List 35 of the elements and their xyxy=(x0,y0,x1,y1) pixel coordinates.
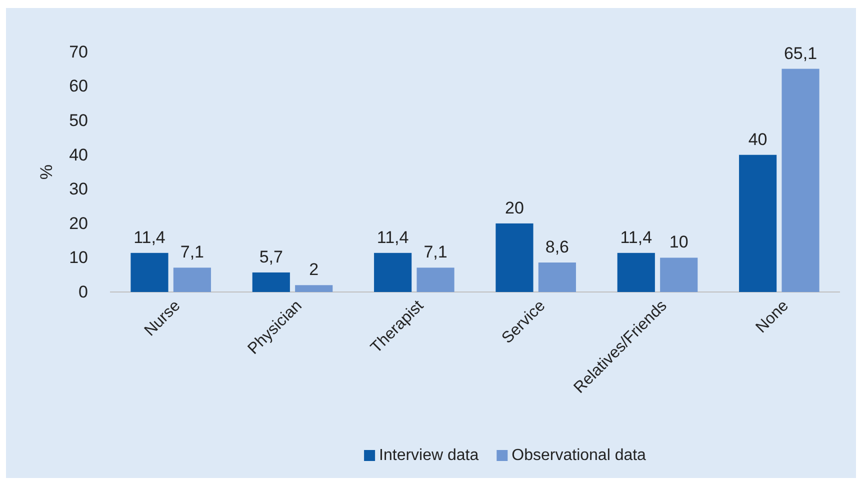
data-label: 7,1 xyxy=(180,242,204,262)
bar xyxy=(660,258,698,292)
bar xyxy=(496,223,534,292)
bar xyxy=(252,272,290,292)
y-axis-title: % xyxy=(37,164,56,180)
bar xyxy=(173,268,211,292)
data-label: 11,4 xyxy=(376,228,409,247)
y-tick-label: 10 xyxy=(69,248,88,268)
y-tick-label: 30 xyxy=(69,180,88,199)
y-tick-label: 70 xyxy=(69,42,88,62)
data-label: 20 xyxy=(505,198,524,218)
bar xyxy=(782,68,820,292)
bar xyxy=(374,252,412,292)
bar xyxy=(295,285,333,292)
data-label: 11,4 xyxy=(134,228,166,247)
y-tick-label: 50 xyxy=(69,111,88,130)
legend-label: Interview data xyxy=(379,447,479,464)
data-label: 10 xyxy=(669,232,688,252)
data-label: 7,1 xyxy=(424,242,448,262)
y-tick-label: 40 xyxy=(69,145,88,164)
data-label: 11,4 xyxy=(620,228,652,247)
data-label: 40 xyxy=(748,130,768,149)
bar xyxy=(538,262,576,292)
data-label: 65,1 xyxy=(784,44,818,63)
data-label: 5,7 xyxy=(259,247,283,266)
y-tick-label: 0 xyxy=(78,282,88,302)
data-label: 2 xyxy=(309,260,319,280)
y-tick-label: 20 xyxy=(69,214,88,233)
bar xyxy=(739,154,777,292)
y-tick-label: 60 xyxy=(69,76,88,96)
legend-label: Observational data xyxy=(512,447,646,464)
data-label: 8,6 xyxy=(545,238,570,257)
bar xyxy=(416,268,454,292)
bar xyxy=(130,252,168,292)
bar xyxy=(617,252,655,292)
